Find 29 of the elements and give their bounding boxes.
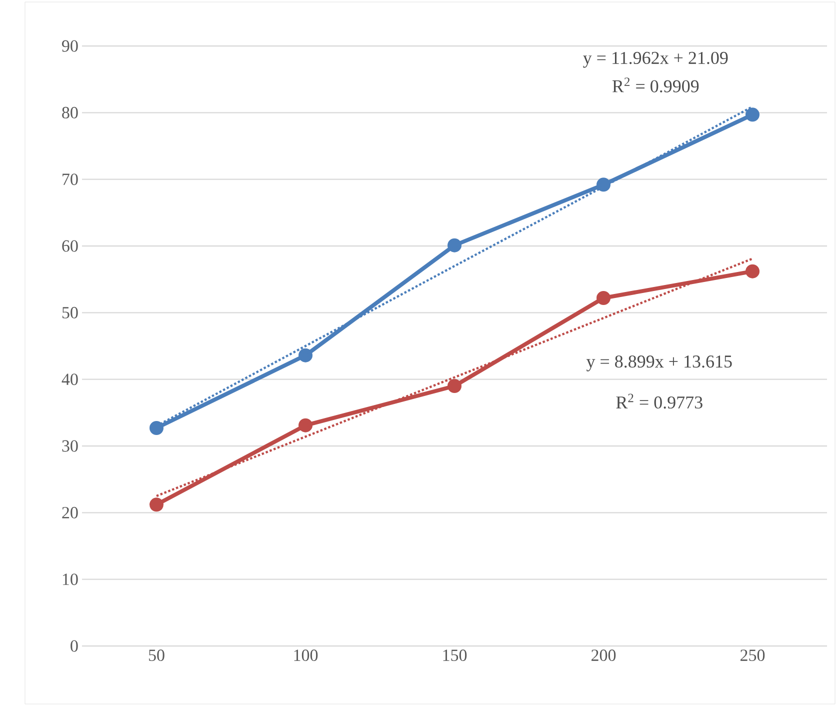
- point: [596, 291, 611, 305]
- y-tick-label: 90: [62, 40, 78, 52]
- point: [150, 421, 164, 435]
- y-tick-label: 20: [62, 506, 78, 518]
- y-tick-label: 80: [62, 106, 78, 118]
- y-tick-label: 40: [62, 374, 78, 386]
- point: [596, 178, 611, 192]
- point: [150, 498, 164, 512]
- y-tick-label: 60: [62, 240, 78, 252]
- point: [746, 108, 760, 122]
- point: [298, 348, 313, 362]
- x-tick-label: 50: [148, 650, 164, 662]
- x-tick-label: 150: [443, 650, 467, 662]
- point: [448, 379, 462, 393]
- y-tick-label: 70: [62, 174, 78, 186]
- point: [298, 418, 313, 432]
- point: [448, 238, 462, 252]
- x-tick-label: 200: [592, 650, 616, 662]
- point: [746, 264, 760, 278]
- y-tick-label: 0: [70, 640, 78, 652]
- y-tick-label: 50: [62, 306, 78, 318]
- annotation: R$^{2}$ = 0.9773: [616, 394, 702, 409]
- y-tick-label: 30: [62, 440, 78, 452]
- y-tick-label: 10: [62, 574, 78, 586]
- x-tick-label: 100: [294, 650, 318, 662]
- annotation: y = 8.899x + 13.615: [586, 355, 732, 372]
- x-tick-label: 250: [740, 650, 765, 662]
- annotation: R$^{2}$ = 0.9909: [612, 78, 699, 92]
- annotation: y = 11.962x + 21.09: [583, 52, 728, 68]
